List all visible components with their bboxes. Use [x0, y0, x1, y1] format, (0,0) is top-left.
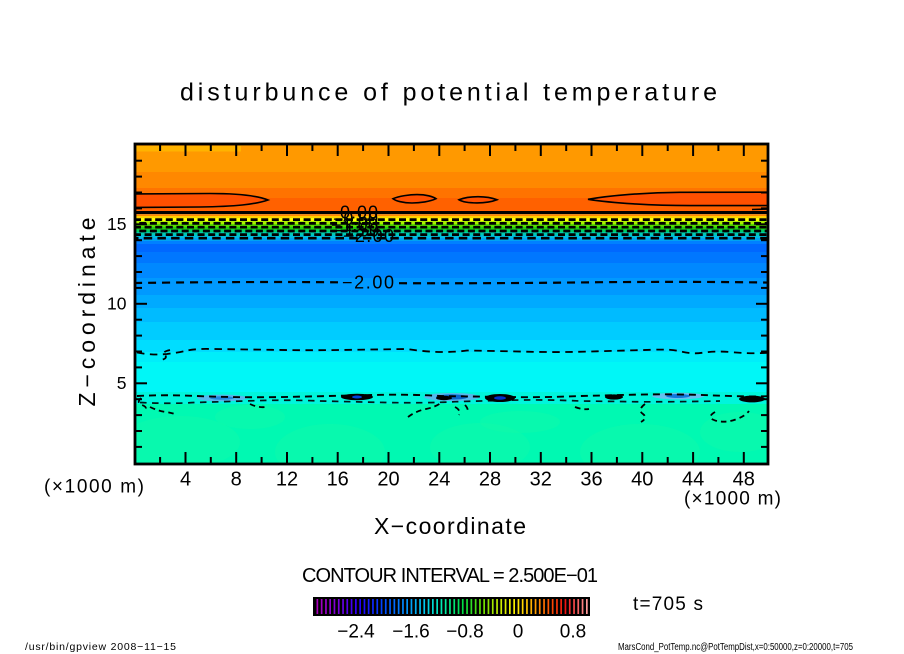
svg-text:−1.6: −1.6: [392, 622, 430, 643]
svg-text:t=705 s: t=705 s: [633, 594, 703, 615]
svg-text:0.00: 0.00: [340, 203, 378, 223]
svg-text:44: 44: [682, 469, 704, 491]
svg-text:disturbunce of potential tempe: disturbunce of potential temperature: [180, 79, 717, 107]
svg-text:(×1000 m): (×1000 m): [684, 489, 781, 510]
svg-text:32: 32: [530, 469, 552, 491]
svg-text:0.8: 0.8: [560, 622, 586, 643]
svg-text:24: 24: [428, 469, 450, 491]
svg-text:4: 4: [180, 469, 191, 491]
svg-text:CONTOUR INTERVAL = 2.500E−01: CONTOUR INTERVAL = 2.500E−01: [302, 565, 598, 587]
svg-text:12: 12: [276, 469, 298, 491]
svg-text:Z−coordinate: Z−coordinate: [74, 218, 100, 407]
svg-text:−1.00: −1.00: [331, 215, 378, 235]
svg-text:40: 40: [631, 469, 653, 491]
svg-text:/usr/bin/gpview 2008−11−15: /usr/bin/gpview 2008−11−15: [25, 641, 176, 653]
svg-text:0: 0: [513, 622, 524, 643]
svg-text:−2.00: −2.00: [342, 273, 394, 293]
svg-text:MarsCond_PotTemp.nc@PotTempDis: MarsCond_PotTemp.nc@PotTempDist,x=0:5000…: [618, 642, 853, 653]
svg-text:5: 5: [117, 373, 127, 393]
svg-text:36: 36: [580, 469, 602, 491]
svg-text:−1.50: −1.50: [334, 221, 379, 241]
svg-text:8: 8: [231, 469, 242, 491]
svg-text:48: 48: [733, 469, 755, 491]
svg-text:−0.50: −0.50: [333, 209, 378, 229]
svg-text:16: 16: [327, 469, 349, 491]
svg-text:20: 20: [377, 469, 399, 491]
svg-text:X−coordinate: X−coordinate: [374, 513, 526, 539]
svg-text:15: 15: [107, 214, 126, 234]
svg-text:−2.4: −2.4: [337, 622, 375, 643]
svg-text:(×1000 m): (×1000 m): [44, 477, 144, 498]
svg-text:−2.00: −2.00: [343, 226, 394, 246]
svg-text:10: 10: [107, 294, 127, 314]
svg-text:28: 28: [479, 469, 501, 491]
svg-text:−0.8: −0.8: [446, 622, 484, 643]
